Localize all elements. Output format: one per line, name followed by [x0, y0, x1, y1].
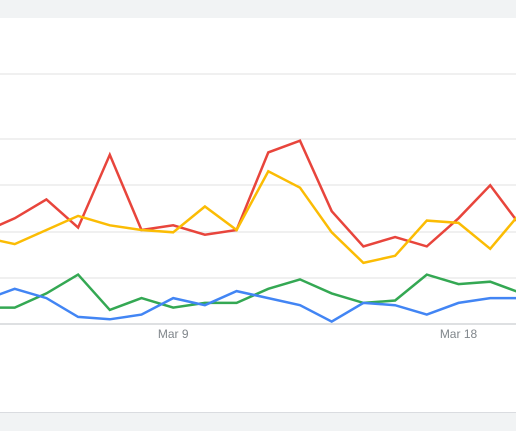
x-axis-ticks: Mar 9 Mar 18 [158, 327, 478, 341]
grid-lines [0, 73, 516, 325]
series-line-4 [0, 287, 516, 324]
series-line-3 [0, 273, 516, 312]
x-tick-label: Mar 18 [440, 327, 478, 341]
series-line-1 [0, 139, 516, 248]
series-lines [0, 139, 516, 324]
x-tick-label: Mar 9 [158, 327, 189, 341]
series-line-2 [0, 169, 516, 265]
chart-card [0, 18, 516, 413]
